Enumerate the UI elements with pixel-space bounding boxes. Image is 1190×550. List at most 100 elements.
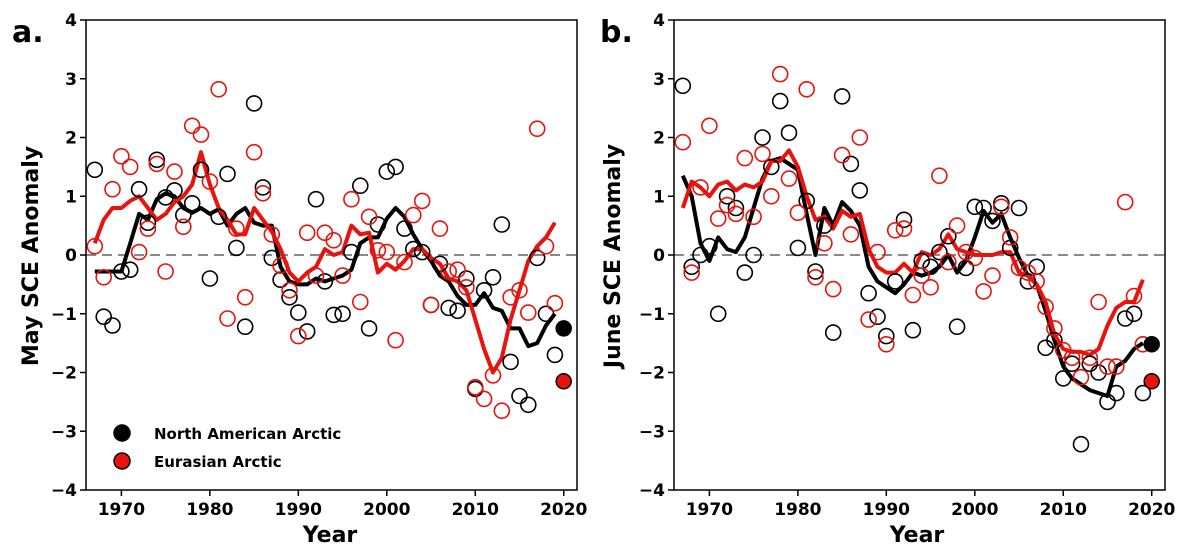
panel-a-north-american-point [272,271,289,289]
panel-b-eurasian-point [762,188,780,205]
panel-b-eurasian-point [736,149,754,167]
panel-b-eurasian-point [780,170,798,187]
panel-b-north-american-point [709,305,727,323]
panel-a-eurasian-point [404,206,422,224]
panel-a-eurasian-running-mean-line [92,150,557,375]
panel-a-north-american-point [396,220,413,237]
panel-b-eurasian-point [913,267,931,284]
panel-a-north-american-point [351,177,369,194]
panel-b-eurasian-point [922,278,939,296]
panel-a-letter: a. [12,15,44,50]
panel-a-north-american-point [528,249,546,267]
panel-b-y-tick-label: 1 [653,187,665,207]
panel-b-eurasian-point [984,267,1001,284]
panel-b-north-american-point [683,258,701,276]
panel-a-north-american-point [113,263,130,280]
panel-a-eurasian-point [396,253,413,271]
panel-a-north-american-point [86,161,104,179]
panel-a-eurasian-point [175,218,192,236]
panel-a-north-american-point [139,214,157,231]
panel-a-eurasian-point [201,173,219,190]
panel-a-x-tick-label: 2010 [452,500,499,520]
panel-b-x-axis-title: Year [889,523,945,548]
panel-a-eurasian-point [263,226,281,243]
panel-a-north-american-point [537,305,555,323]
panel-a-eurasian-point [113,148,130,165]
panel-b-north-american-point [992,195,1010,212]
panel-b-eurasian-point [798,81,816,98]
panel-b-x-tick-label: 1970 [686,500,733,520]
panel-b-north-american-point [754,129,771,146]
panel-b-eurasian-point [718,196,736,214]
panel-a-x-tick-label: 2000 [363,500,410,520]
panel-a-eurasian-point [307,267,325,284]
panel-a-eurasian-point [466,378,484,396]
panel-b-north-american-point [922,258,939,276]
panel-b-north-american-point [1046,331,1063,349]
panel-a-x-axis-title: Year [302,523,358,548]
panel-b-north-american-point [1019,273,1037,290]
panel-b-north-american-point [1063,355,1081,373]
panel-b-letter: b. [600,15,633,50]
panel-a-eurasian-point [413,192,431,210]
panel-b-north-american-point [860,284,877,302]
panel-a-eurasian-point [219,310,236,327]
panel-a-north-american-point [281,288,298,306]
panel-a-north-american-point [343,243,360,261]
panel-a-north-american-point [449,302,466,320]
panel-b-eurasian-point [771,65,789,83]
panel-b-north-american-point [833,88,851,105]
panel-a-eurasian-point [281,281,298,299]
panel-b-eurasian-point [939,253,957,271]
panel-b-x-tick-label: 2010 [1040,500,1087,520]
panel-b-north-american-point [877,327,895,345]
panel-a-y-tick-label: −3 [51,422,77,442]
panel-b-y-tick-label: −1 [639,305,665,325]
panel-b-north-american-point [869,308,886,326]
panel-a-north-american-point [95,308,112,326]
panel-a-north-american-point [121,261,139,279]
panel-a-north-american-point [236,318,254,336]
panel-b-eurasian-point [931,167,948,184]
panel-a-north-american-point [183,195,201,212]
panel-a-north-american-point [458,270,475,287]
panel-b-north-american-point [931,243,948,261]
panel-b-north-american-point [1090,364,1107,381]
panel-b-eurasian-point [1019,264,1037,281]
panel-b-x-tick-label: 1990 [863,500,910,520]
panel-b-north-american-point [780,124,798,142]
panel-a-north-american-point [175,206,192,224]
panel-a-eurasian-point [511,281,528,299]
panel-b-eurasian-point [842,226,860,243]
panel-a-north-american-point [334,305,351,323]
panel-b-eurasian-point [683,264,701,281]
panel-a-eurasian-point [387,331,404,349]
panel-b-y-tick-label: −3 [639,422,665,442]
panel-a-eurasian-point [528,120,546,137]
panel-b-eurasian-point [1108,358,1125,375]
panel-b-north-american-point [1072,435,1090,453]
panel-b-north-american-point [966,198,984,216]
panel-b-eurasian-point [904,286,922,304]
panel-a-x-tick-label: 2020 [540,500,587,520]
panel-a-eurasian-point [422,296,440,314]
panel-b-north-american-point [1037,339,1054,357]
panel-a-y-tick-label: −1 [51,305,77,325]
panel-b-north-american-point [948,318,966,336]
panel-b-eurasian-point [727,205,745,223]
panel-a-eurasian-point [236,288,254,306]
panel-b-north-american-point [789,239,807,257]
panel-a-y-tick-label: 1 [65,187,77,207]
panel-a-eurasian-point [343,190,360,208]
panel-b-north-american-point [727,199,745,217]
panel-b-eurasian-point [975,283,992,300]
panel-a-north-american-point [511,387,528,405]
panel-b-y-tick-label: 2 [653,129,665,149]
panel-b-north-american-point [1134,384,1152,402]
panel-b-north-american-point [975,199,992,217]
panel-a-north-american-point [484,268,502,286]
panel-b-north-american-point [1001,239,1019,257]
panel-a-north-american-point [404,240,422,258]
panel-a-north-american-point [130,180,148,198]
panel-b-y-axis-title: June SCE Anomaly [601,144,626,370]
